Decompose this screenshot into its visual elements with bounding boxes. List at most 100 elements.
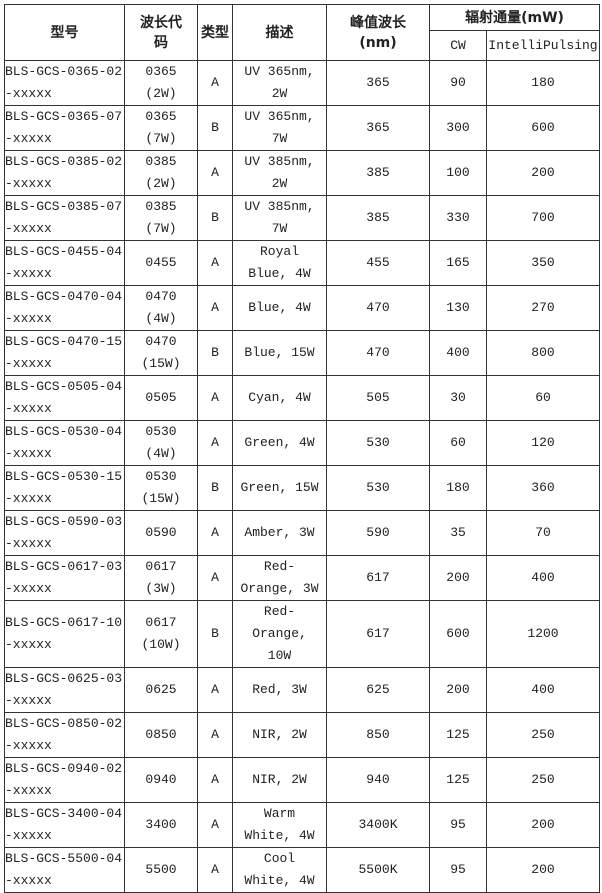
cell-model: BLS-GCS-0365-02-xxxxx: [4, 60, 125, 106]
table-row: BLS-GCS-0385-07-xxxxx 0385 (7W) B UV 385nm,…: [4, 195, 601, 241]
cell-peak-wavelength: 530: [326, 420, 430, 466]
cell-model: BLS-GCS-0470-04-xxxxx: [4, 285, 125, 331]
table-row: BLS-GCS-0470-15-xxxxx 0470 (15W) B Blue, 15…: [4, 330, 601, 376]
cell-wavelength-code: 0385 (2W): [124, 150, 198, 196]
cell-description: Red-Orange, 3W: [232, 555, 327, 601]
cell-wavelength-code: 0530 (15W): [124, 465, 198, 511]
cell-model: BLS-GCS-0455-04-xxxxx: [4, 240, 125, 286]
cell-peak-wavelength: 365: [326, 105, 430, 151]
table-row: BLS-GCS-0625-03-xxxxx 0625 A Red, 3W 625 200 4…: [4, 667, 601, 713]
cell-intellipulsing-flux: 70: [485, 510, 601, 556]
cell-cw-flux: 95: [429, 847, 487, 893]
header-description: 描述: [232, 4, 327, 61]
cell-model: BLS-GCS-0385-02-xxxxx: [4, 150, 125, 196]
cell-peak-wavelength: 385: [326, 150, 430, 196]
cell-description: Royal Blue, 4W: [232, 240, 327, 286]
cell-wavelength-code: 3400: [124, 802, 198, 848]
cell-intellipulsing-flux: 200: [485, 150, 601, 196]
cell-description: UV 385nm, 2W: [232, 150, 327, 196]
header-model: 型号: [4, 4, 125, 61]
cell-intellipulsing-flux: 200: [485, 802, 601, 848]
cell-description: Red, 3W: [232, 667, 327, 713]
table-row: BLS-GCS-0850-02-xxxxx 0850 A NIR, 2W 850 125 2…: [4, 712, 601, 758]
cell-type: A: [197, 712, 233, 758]
cell-peak-wavelength: 530: [326, 465, 430, 511]
header-radiant-flux: 辐射通量(mW): [428, 4, 601, 31]
table-row: BLS-GCS-0530-15-xxxxx 0530 (15W) B Green, 1…: [4, 465, 601, 511]
cell-peak-wavelength: 470: [326, 285, 430, 331]
table-row: BLS-GCS-3400-04-xxxxx 3400 A Warm White, 4W…: [4, 802, 601, 848]
cell-model: BLS-GCS-0940-02-xxxxx: [4, 757, 125, 803]
cell-intellipulsing-flux: 270: [485, 285, 601, 331]
cell-peak-wavelength: 940: [326, 757, 430, 803]
cell-cw-flux: 300: [429, 105, 487, 151]
cell-cw-flux: 330: [429, 195, 487, 241]
header-wavelength-code: 波长代码: [124, 4, 198, 61]
cell-description: Amber, 3W: [232, 510, 327, 556]
cell-type: A: [197, 555, 233, 601]
cell-description: UV 365nm, 2W: [232, 60, 327, 106]
cell-cw-flux: 30: [429, 375, 487, 421]
cell-type: B: [197, 195, 233, 241]
cell-type: A: [197, 375, 233, 421]
header-peak-wavelength: 峰值波长(nm): [326, 4, 430, 61]
cell-peak-wavelength: 5500K: [326, 847, 430, 893]
cell-cw-flux: 200: [429, 555, 487, 601]
cell-model: BLS-GCS-0590-03-xxxxx: [4, 510, 125, 556]
cell-model: BLS-GCS-0625-03-xxxxx: [4, 667, 125, 713]
cell-wavelength-code: 0940: [124, 757, 198, 803]
cell-peak-wavelength: 850: [326, 712, 430, 758]
cell-type: B: [197, 330, 233, 376]
header-intellipulsing: IntelliPulsing: [485, 30, 601, 61]
cell-intellipulsing-flux: 250: [485, 712, 601, 758]
cell-description: Green, 15W: [232, 465, 327, 511]
cell-peak-wavelength: 590: [326, 510, 430, 556]
cell-wavelength-code: 0455: [124, 240, 198, 286]
cell-cw-flux: 130: [429, 285, 487, 331]
table-row: BLS-GCS-0617-10-xxxxx 0617 (10W) B Red-Oran…: [4, 600, 601, 668]
cell-intellipulsing-flux: 120: [485, 420, 601, 466]
cell-model: BLS-GCS-5500-04-xxxxx: [4, 847, 125, 893]
cell-description: NIR, 2W: [232, 712, 327, 758]
cell-cw-flux: 400: [429, 330, 487, 376]
cell-wavelength-code: 0625: [124, 667, 198, 713]
cell-model: BLS-GCS-3400-04-xxxxx: [4, 802, 125, 848]
cell-intellipulsing-flux: 60: [485, 375, 601, 421]
cell-type: A: [197, 420, 233, 466]
table-row: BLS-GCS-0455-04-xxxxx 0455 A Royal Blue, 4W…: [4, 240, 601, 286]
cell-type: B: [197, 465, 233, 511]
table-row: BLS-GCS-0365-02-xxxxx 0365 (2W) A UV 365nm,…: [4, 60, 601, 106]
cell-cw-flux: 95: [429, 802, 487, 848]
table-row: BLS-GCS-0385-02-xxxxx 0385 (2W) A UV 385nm,…: [4, 150, 601, 196]
product-table: 型号 波长代码 类型 描述 峰值波长(nm) 辐射通量(mW) CW Intel…: [4, 4, 601, 893]
cell-intellipulsing-flux: 180: [485, 60, 601, 106]
cell-model: BLS-GCS-0617-10-xxxxx: [4, 600, 125, 668]
cell-wavelength-code: 0505: [124, 375, 198, 421]
table-row: BLS-GCS-0617-03-xxxxx 0617 (3W) A Red-Orang…: [4, 555, 601, 601]
cell-model: BLS-GCS-0530-15-xxxxx: [4, 465, 125, 511]
table-row: BLS-GCS-0940-02-xxxxx 0940 A NIR, 2W 940 125 2…: [4, 757, 601, 803]
cell-type: A: [197, 240, 233, 286]
cell-cw-flux: 600: [429, 600, 487, 668]
cell-model: BLS-GCS-0850-02-xxxxx: [4, 712, 125, 758]
cell-intellipulsing-flux: 360: [485, 465, 601, 511]
cell-cw-flux: 180: [429, 465, 487, 511]
table-row: BLS-GCS-0590-03-xxxxx 0590 A Amber, 3W 590 35…: [4, 510, 601, 556]
cell-intellipulsing-flux: 400: [485, 555, 601, 601]
cell-peak-wavelength: 385: [326, 195, 430, 241]
table-row: BLS-GCS-0530-04-xxxxx 0530 (4W) A Green, 4W…: [4, 420, 601, 466]
cell-type: A: [197, 285, 233, 331]
cell-type: A: [197, 847, 233, 893]
cell-wavelength-code: 0617 (3W): [124, 555, 198, 601]
cell-wavelength-code: 0590: [124, 510, 198, 556]
cell-cw-flux: 125: [429, 712, 487, 758]
cell-cw-flux: 125: [429, 757, 487, 803]
cell-type: A: [197, 667, 233, 713]
cell-peak-wavelength: 470: [326, 330, 430, 376]
cell-intellipulsing-flux: 400: [485, 667, 601, 713]
cell-model: BLS-GCS-0505-04-xxxxx: [4, 375, 125, 421]
cell-peak-wavelength: 617: [326, 600, 430, 668]
cell-cw-flux: 90: [429, 60, 487, 106]
cell-wavelength-code: 0365 (2W): [124, 60, 198, 106]
cell-wavelength-code: 0470 (4W): [124, 285, 198, 331]
